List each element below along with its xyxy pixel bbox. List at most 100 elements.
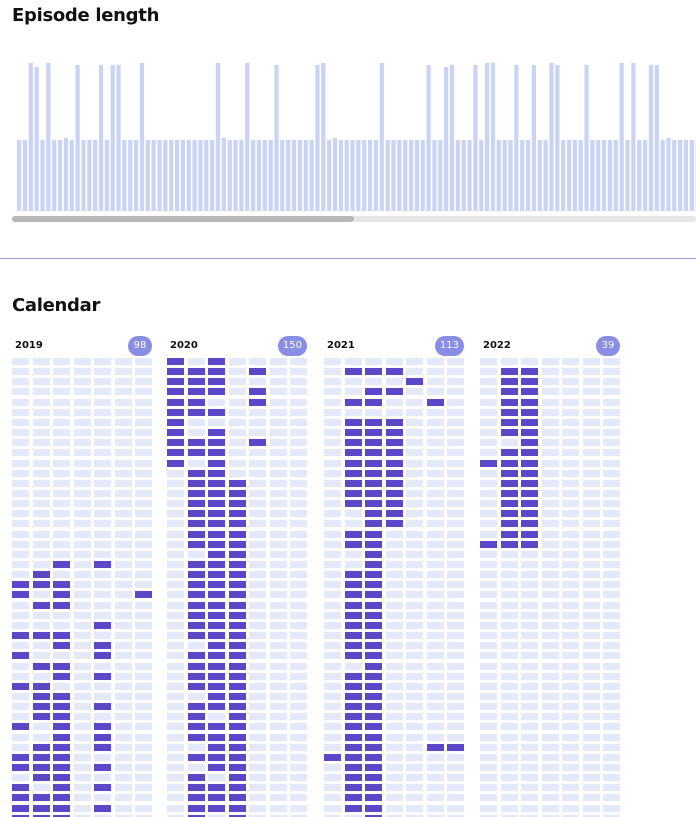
- day-cell-active[interactable]: [344, 621, 362, 629]
- day-cell[interactable]: [500, 753, 518, 761]
- day-cell[interactable]: [521, 642, 538, 650]
- day-cell[interactable]: [541, 713, 559, 721]
- day-cell[interactable]: [582, 439, 600, 447]
- day-cell[interactable]: [135, 642, 152, 650]
- day-cell[interactable]: [541, 692, 559, 700]
- day-cell-active[interactable]: [344, 642, 362, 650]
- day-cell-active[interactable]: [480, 540, 497, 548]
- day-cell[interactable]: [447, 398, 464, 406]
- day-cell-active[interactable]: [344, 733, 362, 741]
- day-cell[interactable]: [32, 469, 50, 477]
- day-cell-active[interactable]: [365, 489, 382, 497]
- day-cell[interactable]: [562, 571, 579, 579]
- day-cell[interactable]: [406, 632, 423, 640]
- day-cell[interactable]: [480, 703, 497, 711]
- day-cell[interactable]: [344, 510, 362, 518]
- day-cell[interactable]: [269, 713, 287, 721]
- day-cell-active[interactable]: [208, 662, 225, 670]
- day-cell[interactable]: [447, 591, 464, 599]
- day-cell[interactable]: [603, 611, 620, 619]
- day-cell[interactable]: [344, 358, 362, 365]
- day-cell-active[interactable]: [500, 388, 518, 396]
- episode-bar[interactable]: [198, 139, 203, 211]
- day-cell[interactable]: [521, 632, 538, 640]
- day-cell-active[interactable]: [385, 469, 403, 477]
- day-cell[interactable]: [73, 814, 91, 817]
- day-cell[interactable]: [365, 408, 382, 416]
- day-cell-active[interactable]: [365, 418, 382, 426]
- day-cell-active[interactable]: [208, 449, 225, 457]
- day-cell-active[interactable]: [406, 378, 423, 386]
- day-cell[interactable]: [541, 682, 559, 690]
- day-cell[interactable]: [114, 733, 132, 741]
- day-cell[interactable]: [114, 703, 132, 711]
- day-cell[interactable]: [94, 581, 111, 589]
- day-cell[interactable]: [582, 500, 600, 508]
- day-cell[interactable]: [562, 642, 579, 650]
- day-cell[interactable]: [167, 794, 184, 802]
- day-cell[interactable]: [249, 652, 266, 660]
- day-cell-active[interactable]: [208, 723, 225, 731]
- day-cell-active[interactable]: [344, 682, 362, 690]
- day-cell[interactable]: [562, 784, 579, 792]
- day-cell[interactable]: [385, 662, 403, 670]
- day-cell[interactable]: [208, 814, 225, 817]
- day-cell-active[interactable]: [94, 723, 111, 731]
- day-cell[interactable]: [73, 733, 91, 741]
- day-cell[interactable]: [12, 561, 29, 568]
- day-cell-active[interactable]: [521, 439, 538, 447]
- day-cell[interactable]: [447, 581, 464, 589]
- day-cell[interactable]: [94, 550, 111, 558]
- day-cell[interactable]: [480, 418, 497, 426]
- day-cell[interactable]: [541, 774, 559, 782]
- day-cell-active[interactable]: [480, 459, 497, 467]
- episode-bar[interactable]: [17, 139, 22, 211]
- day-cell-active[interactable]: [521, 449, 538, 457]
- day-cell-active[interactable]: [344, 692, 362, 700]
- day-cell[interactable]: [480, 743, 497, 751]
- day-cell[interactable]: [167, 469, 184, 477]
- day-cell-active[interactable]: [365, 479, 382, 487]
- day-cell-active[interactable]: [344, 398, 362, 406]
- episode-bar[interactable]: [373, 139, 379, 211]
- day-cell-active[interactable]: [208, 733, 225, 741]
- day-cell[interactable]: [603, 530, 620, 538]
- day-cell[interactable]: [73, 652, 91, 660]
- day-cell[interactable]: [582, 489, 600, 497]
- episode-bar[interactable]: [654, 64, 659, 211]
- day-cell[interactable]: [135, 652, 152, 660]
- day-cell[interactable]: [480, 753, 497, 761]
- day-cell[interactable]: [500, 814, 518, 817]
- day-cell[interactable]: [32, 408, 50, 416]
- day-cell[interactable]: [12, 368, 29, 376]
- day-cell[interactable]: [406, 418, 423, 426]
- day-cell-active[interactable]: [208, 469, 225, 477]
- day-cell[interactable]: [73, 449, 91, 457]
- day-cell[interactable]: [426, 692, 444, 700]
- day-cell[interactable]: [447, 784, 464, 792]
- day-cell[interactable]: [406, 368, 423, 376]
- day-cell-active[interactable]: [32, 601, 50, 609]
- day-cell[interactable]: [562, 388, 579, 396]
- day-cell-active[interactable]: [365, 743, 382, 751]
- day-cell[interactable]: [447, 753, 464, 761]
- day-cell[interactable]: [249, 429, 266, 437]
- episode-bar[interactable]: [391, 139, 396, 211]
- day-cell[interactable]: [426, 774, 444, 782]
- day-cell[interactable]: [269, 358, 287, 365]
- day-cell[interactable]: [447, 469, 464, 477]
- day-cell[interactable]: [114, 489, 132, 497]
- day-cell-active[interactable]: [228, 479, 246, 487]
- day-cell[interactable]: [249, 591, 266, 599]
- day-cell[interactable]: [53, 398, 70, 406]
- day-cell-active[interactable]: [365, 723, 382, 731]
- day-cell-active[interactable]: [365, 459, 382, 467]
- day-cell-active[interactable]: [344, 439, 362, 447]
- day-cell[interactable]: [603, 459, 620, 467]
- day-cell-active[interactable]: [187, 398, 205, 406]
- day-cell[interactable]: [324, 794, 341, 802]
- day-cell[interactable]: [562, 611, 579, 619]
- day-cell[interactable]: [53, 621, 70, 629]
- day-cell-active[interactable]: [344, 794, 362, 802]
- day-cell[interactable]: [480, 591, 497, 599]
